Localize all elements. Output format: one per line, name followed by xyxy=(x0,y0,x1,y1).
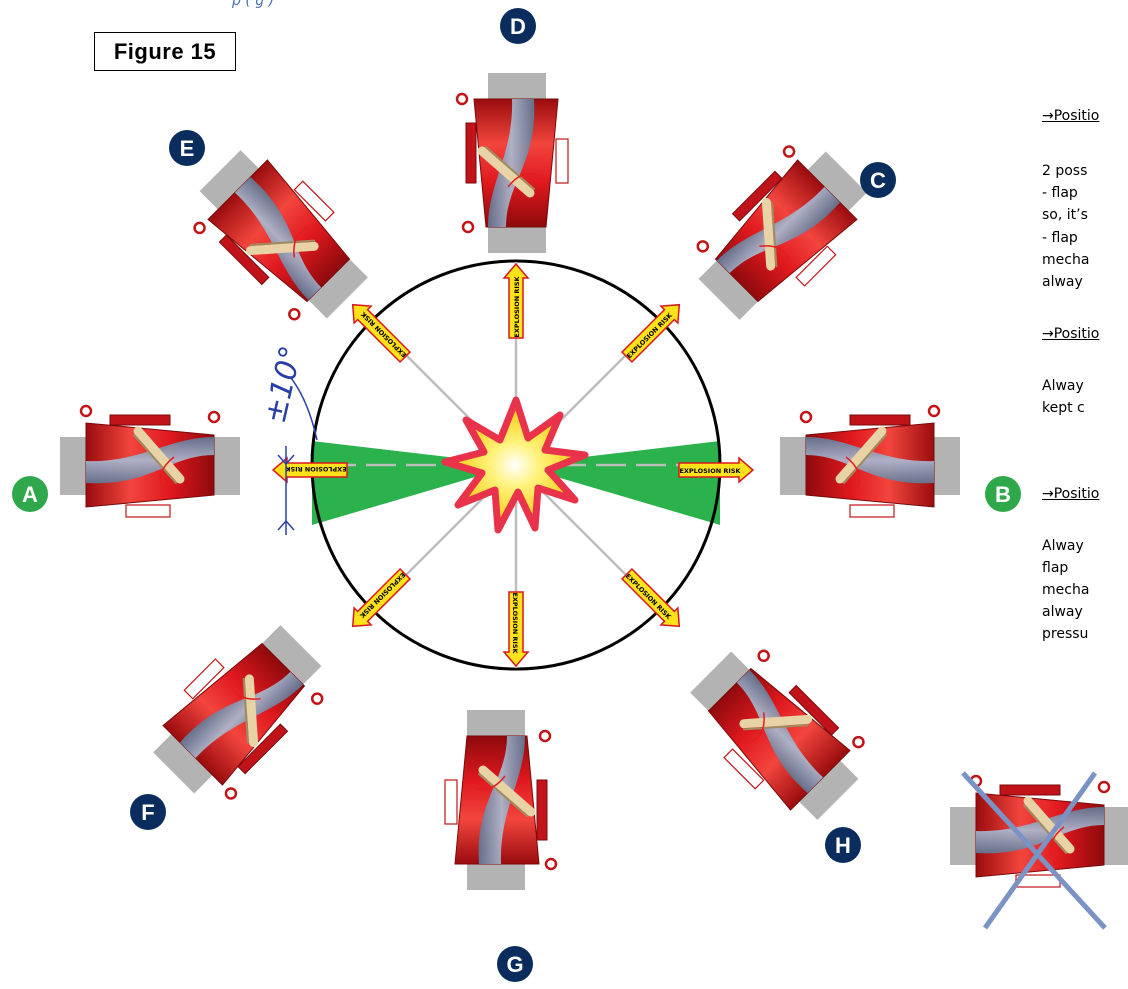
label-H: H xyxy=(835,833,851,858)
explosion-risk-arrow: EXPLOSION RISK xyxy=(502,262,530,339)
valve-G xyxy=(445,710,556,890)
explosion-risk-label: EXPLOSION RISK xyxy=(679,467,741,475)
valve-D xyxy=(457,73,568,253)
explosion-risk-label: EXPLOSION RISK xyxy=(284,465,346,473)
angle-ticks xyxy=(277,454,295,531)
side-text-line: alway xyxy=(1042,274,1083,290)
side-text-line: - flap xyxy=(1042,185,1078,201)
side-text-line: mecha xyxy=(1042,252,1090,268)
side-text-line: Alway xyxy=(1042,538,1084,554)
explosion-risk-label: EXPLOSION RISK xyxy=(624,572,674,622)
explosion-risk-label: EXPLOSION RISK xyxy=(511,592,519,654)
side-text-line: flap xyxy=(1042,560,1069,576)
side-text-line: alway xyxy=(1042,604,1083,620)
cross-line-1 xyxy=(961,771,1107,930)
side-text-line: Alway xyxy=(1042,378,1084,394)
label-B: B xyxy=(995,482,1011,507)
valve-A xyxy=(60,406,240,517)
explosion-risk-label: EXPLOSION RISK xyxy=(357,571,407,621)
figure-title: Figure 15 xyxy=(94,32,236,71)
label-D: D xyxy=(510,14,526,39)
side-text-line: - flap xyxy=(1042,230,1078,246)
explosion-risk-arrow: EXPLOSION RISK xyxy=(351,567,412,628)
explosion-risk-label: EXPLOSION RISK xyxy=(625,311,675,361)
valve-B xyxy=(780,406,960,517)
label-C: C xyxy=(870,168,886,193)
explosion-risk-arrow: EXPLOSION RISK xyxy=(502,591,530,668)
label-E: E xyxy=(180,136,195,161)
position-heading: →Positio xyxy=(1042,486,1100,502)
side-text-line: pressu xyxy=(1042,626,1089,642)
label-G: G xyxy=(506,952,523,977)
explosion-risk-arrow: EXPLOSION RISK xyxy=(271,456,348,484)
cross-line-2 xyxy=(982,771,1098,930)
explosion-risk-label: EXPLOSION RISK xyxy=(513,275,521,337)
angle-label: ±10° xyxy=(258,343,310,427)
valve-F xyxy=(138,610,344,816)
position-heading: →Positio xyxy=(1042,326,1100,342)
explosion-burst-icon xyxy=(441,396,589,534)
valve-C xyxy=(677,130,883,336)
position-labels: D E C A B F H G xyxy=(12,8,1021,982)
side-text-line: 2 poss xyxy=(1042,163,1088,179)
side-text-line: mecha xyxy=(1042,582,1090,598)
side-text-line: kept c xyxy=(1042,400,1085,416)
explosion-risk-arrow: EXPLOSION RISK xyxy=(351,303,412,364)
incorrect-position-valve xyxy=(950,776,1128,887)
explosion-risk-label: EXPLOSION RISK xyxy=(359,309,409,359)
side-text-line: so, it’s xyxy=(1042,207,1088,223)
angle-arc xyxy=(290,377,318,441)
label-A: A xyxy=(22,482,38,507)
top-text-fragment: p ( g ) xyxy=(232,0,275,9)
position-heading: →Positio xyxy=(1042,108,1100,124)
label-F: F xyxy=(141,800,154,825)
explosion-risk-arrow: EXPLOSION RISK xyxy=(678,456,755,484)
explosion-risk-arrow: EXPLOSION RISK xyxy=(620,567,681,628)
valve-H xyxy=(675,630,881,836)
explosion-risk-arrow: EXPLOSION RISK xyxy=(620,303,681,364)
